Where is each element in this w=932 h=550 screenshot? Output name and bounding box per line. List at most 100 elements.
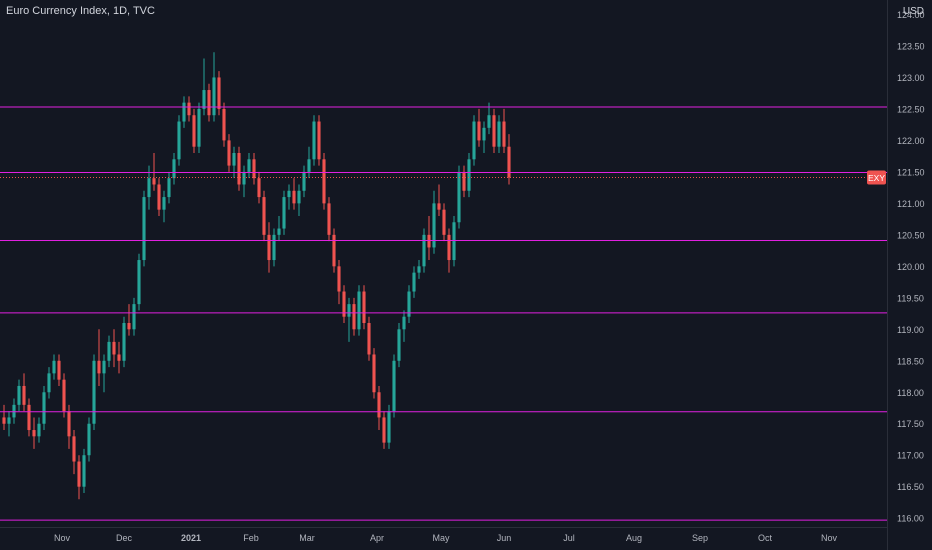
x-tick-label: Jun	[497, 533, 512, 543]
candle-body	[502, 121, 506, 147]
candle-body	[127, 323, 131, 330]
candle-body	[117, 354, 121, 361]
candle-body	[342, 291, 346, 317]
candle-body	[407, 291, 411, 317]
candle-body	[132, 304, 136, 330]
candle-body	[167, 178, 171, 198]
candle-body	[177, 121, 181, 160]
candle-body	[77, 461, 81, 487]
horizontal-levels: 122.53121.49120.41119.26117.69115.97	[0, 100, 919, 527]
y-tick-label: 117.00	[897, 451, 924, 461]
candle-body	[392, 360, 396, 412]
candle-body	[97, 360, 101, 374]
candle-body	[57, 360, 61, 380]
candle-body	[312, 121, 316, 160]
x-tick-label: Mar	[299, 533, 315, 543]
candle-body	[352, 304, 356, 330]
candle-body	[307, 159, 311, 172]
y-tick-label: 117.50	[897, 419, 924, 429]
candle-body	[292, 190, 296, 204]
y-tick-label: 123.50	[897, 41, 925, 51]
candle-body	[482, 127, 486, 141]
candle-body	[432, 203, 436, 248]
candle-body	[427, 234, 431, 248]
symbol-label: EXY	[868, 173, 885, 183]
candle-body	[492, 115, 496, 147]
candle-body	[242, 171, 246, 185]
y-tick-label: 118.50	[897, 356, 924, 366]
candle-body	[457, 171, 461, 223]
candle-body	[297, 190, 301, 204]
candle-body	[417, 266, 421, 273]
candle-body	[212, 77, 216, 116]
candle-body	[222, 108, 226, 141]
candle-body	[442, 209, 446, 235]
y-tick-label: 121.00	[897, 199, 925, 209]
x-tick-label: Oct	[758, 533, 773, 543]
candle-body	[397, 329, 401, 361]
candle-body	[7, 417, 11, 424]
candle-body	[447, 234, 451, 261]
candles	[2, 52, 511, 500]
candle-body	[372, 354, 376, 393]
candle-body	[472, 121, 476, 160]
candle-body	[332, 234, 336, 267]
candle-body	[102, 360, 106, 374]
candle-body	[112, 341, 116, 355]
y-tick-label: 121.50	[897, 167, 925, 177]
candle-body	[2, 417, 6, 424]
candle-body	[52, 360, 56, 374]
y-tick-label: 122.50	[897, 104, 925, 114]
y-tick-label: 124.00	[897, 10, 925, 20]
candle-body	[487, 115, 491, 128]
candle-body	[337, 266, 341, 292]
candle-body	[347, 304, 351, 317]
candle-body	[282, 197, 286, 229]
candle-body	[32, 430, 36, 437]
y-tick-label: 122.00	[897, 136, 925, 146]
candle-body	[237, 153, 241, 185]
candle-body	[17, 385, 21, 405]
candle-body	[202, 90, 206, 109]
x-tick-label: May	[432, 533, 450, 543]
x-tick-label: Nov	[54, 533, 71, 543]
candle-body	[257, 178, 261, 198]
candle-body	[302, 171, 306, 191]
candle-body	[107, 341, 111, 361]
y-tick-label: 123.00	[897, 73, 925, 83]
candle-body	[22, 385, 26, 405]
candle-body	[207, 90, 211, 116]
x-tick-label: Jul	[563, 533, 575, 543]
x-tick-label: 2021	[181, 533, 201, 543]
candle-body	[232, 153, 236, 166]
candle-body	[42, 392, 46, 424]
y-tick-label: 119.50	[897, 293, 924, 303]
candle-body	[467, 159, 471, 191]
candle-body	[157, 184, 161, 210]
symbol-badge	[867, 170, 886, 185]
x-tick-label: Apr	[370, 533, 384, 543]
candle-body	[412, 272, 416, 292]
candle-body	[192, 115, 196, 147]
candle-body	[322, 159, 326, 204]
candle-body	[72, 436, 76, 462]
candle-body	[227, 140, 231, 166]
y-tick-label: 120.00	[897, 262, 925, 272]
x-tick-label: Aug	[626, 533, 642, 543]
candle-body	[67, 411, 71, 437]
candle-body	[247, 159, 251, 172]
candle-body	[137, 260, 141, 305]
candle-body	[437, 203, 441, 210]
candle-body	[197, 108, 201, 147]
candle-body	[362, 291, 366, 323]
candle-body	[367, 323, 371, 355]
candle-body	[12, 404, 16, 418]
candle-body	[122, 323, 126, 361]
candle-body	[217, 77, 221, 109]
x-tick-label: Nov	[821, 533, 838, 543]
candle-body	[357, 291, 361, 330]
candle-body	[62, 379, 66, 412]
candle-body	[327, 203, 331, 235]
